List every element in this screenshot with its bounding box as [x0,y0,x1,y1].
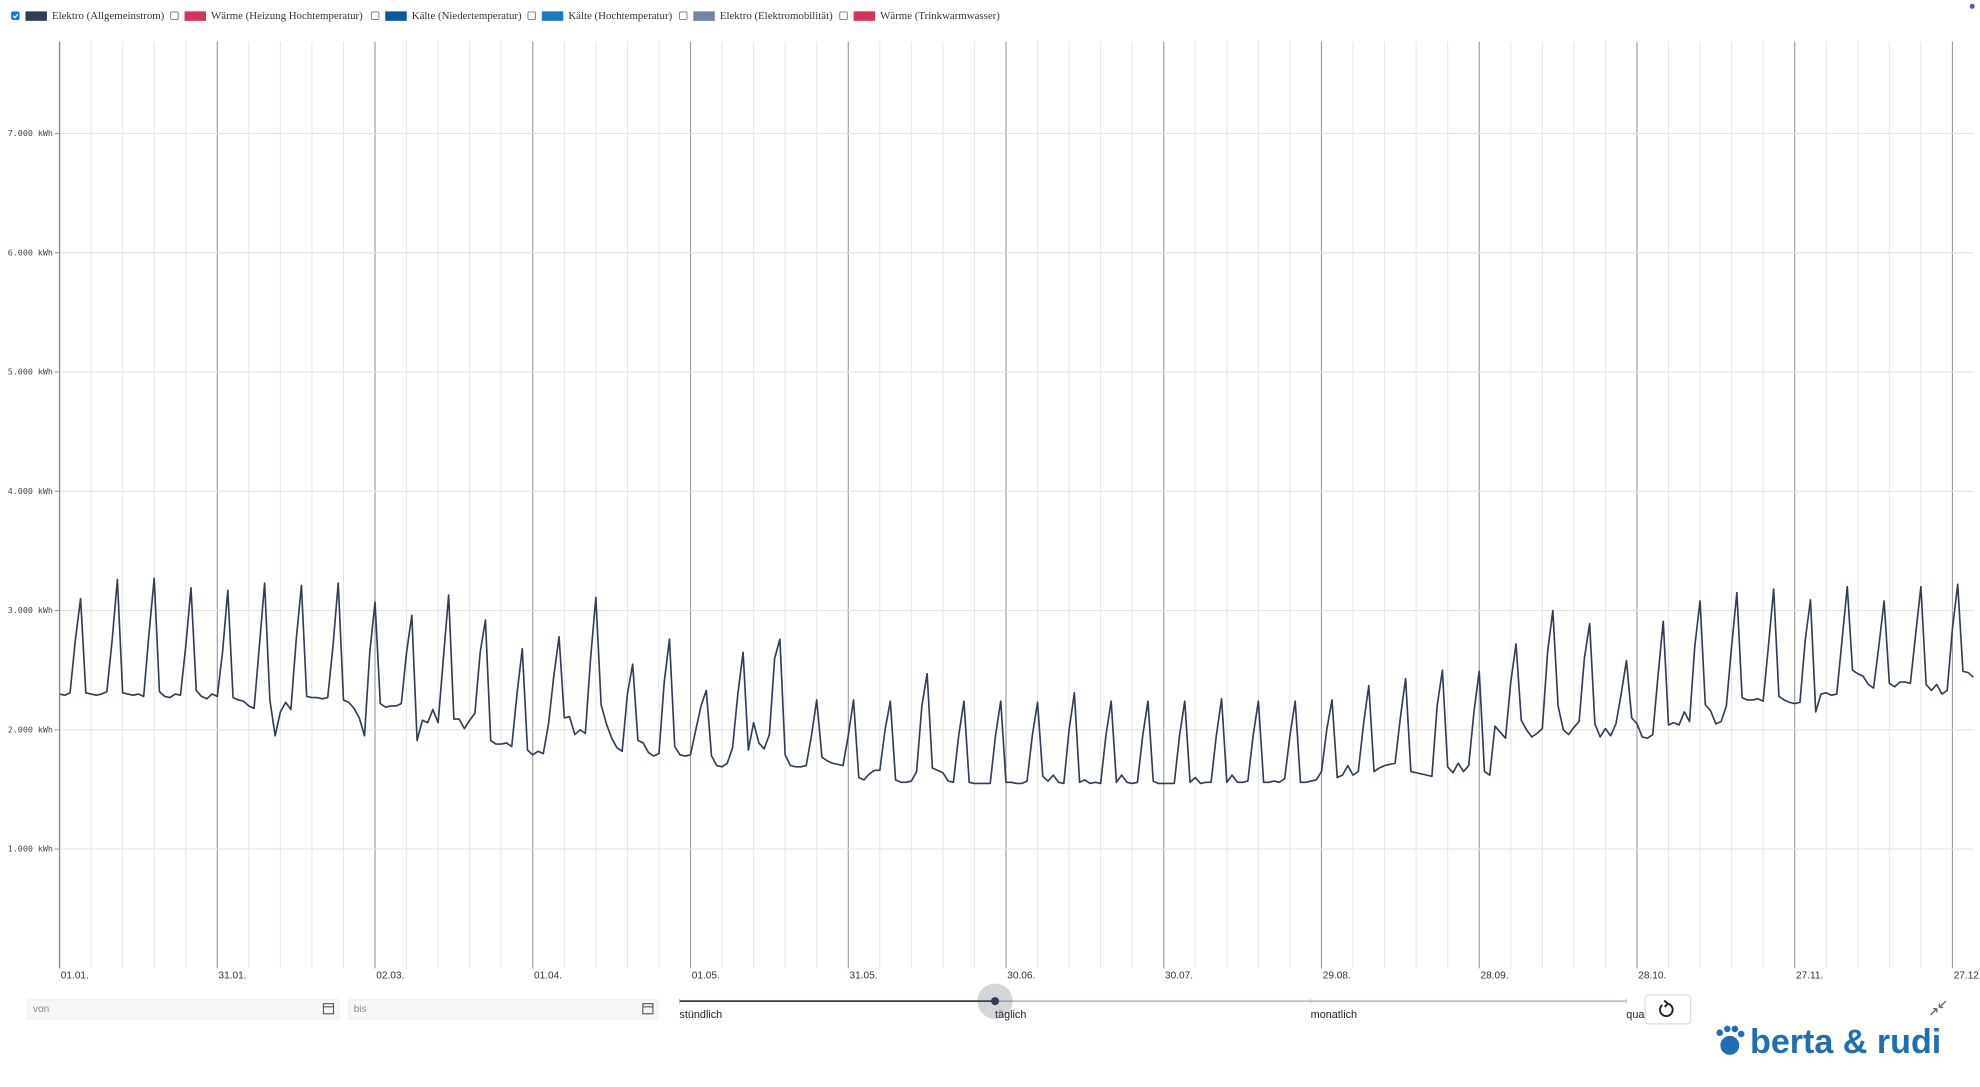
x-tick-label: 30.07. [1165,971,1193,982]
logo-paw [1720,1035,1740,1055]
y-tick-label: 4.000 kWh [8,486,53,496]
logo-paw [1724,1025,1731,1033]
calendar-icon[interactable] [322,1003,335,1015]
logo-text: berta & rudi [1750,1023,1941,1061]
legend-swatch [25,11,47,21]
x-tick-label: 28.09. [1480,971,1508,982]
x-tick-label: 30.06. [1007,971,1035,982]
y-tick-label: 5.000 kWh [8,367,53,377]
legend-swatch [693,11,715,21]
grid [58,41,1974,969]
placeholder: von [33,1004,49,1015]
input-box[interactable] [27,999,340,1020]
y-tick-label: 3.000 kWh [8,605,53,615]
checkbox[interactable] [170,11,179,21]
y-tick-label: 1.000 kWh [8,844,53,854]
placeholder: bis [354,1004,367,1015]
x-tick-label: 29.08. [1323,971,1351,982]
x-tick-label: 01.04. [534,971,562,982]
calendar-icon[interactable] [642,1003,654,1015]
legend: Elektro (Allgemeinstrom) Wärme (Heizung H… [11,10,1001,22]
collapse-button[interactable] [1930,1000,1947,1016]
to-input[interactable]: bis [348,999,659,1020]
collapse-icon[interactable] [1930,1000,1947,1016]
checkmark [12,13,19,19]
legend-item[interactable]: Elektro (Allgemeinstrom) [11,10,165,22]
legend-label: Kälte (Niedertemperatur) [412,10,522,22]
input-box[interactable] [348,999,659,1020]
legend-item[interactable]: Wärme (Heizung Hochtemperatur) [170,10,364,22]
x-tick-label: 28.10. [1638,971,1666,982]
legend-item[interactable]: Wärme (Trinkwarmwasser) [839,10,1001,22]
status-dot [1969,3,1975,9]
legend-label: Kälte (Hochtemperatur) [568,10,672,22]
slider-label[interactable]: quar [1626,1009,1648,1021]
checkbox[interactable] [527,11,536,21]
checkbox[interactable] [839,11,848,21]
checkbox[interactable] [678,11,688,21]
button[interactable] [1644,994,1692,1025]
x-tick-label: 01.05. [692,971,720,982]
series-line [59,577,1975,785]
legend-label: Elektro (Elektromobilität) [720,10,833,22]
x-tick-label: 31.01. [219,971,247,982]
slider-thumb[interactable] [991,997,1000,1006]
legend-item[interactable]: Kälte (Hochtemperatur) [527,10,673,22]
checkbox[interactable] [11,11,20,21]
logo: berta & rudi [1716,1023,1941,1061]
y-tick-label: 6.000 kWh [8,247,53,257]
granularity-slider[interactable]: stündlich täglich monatlich quar [678,983,1648,1021]
slider-label[interactable]: stündlich [679,1009,722,1021]
plot [59,577,1975,785]
y-tick-label: 2.000 kWh [8,724,53,734]
legend-swatch [853,11,876,21]
slider-label[interactable]: monatlich [1311,1009,1357,1021]
x-tick-label: 27.12. [1954,971,1980,982]
logo-paw [1731,1025,1739,1033]
logo-paw [1716,1029,1723,1036]
legend-label: Elektro (Allgemeinstrom) [52,10,165,22]
logo-paw [1737,1030,1745,1038]
x-tick-label: 01.01. [61,971,89,982]
checkbox[interactable] [370,11,380,21]
reset-button[interactable] [1644,994,1692,1025]
y-tick-label: 7.000 kWh [8,128,53,138]
legend-item[interactable]: Kälte (Niedertemperatur) [370,10,522,22]
x-tick-label: 27.11. [1796,971,1823,982]
legend-label: Wärme (Trinkwarmwasser) [880,10,1000,22]
slider-label[interactable]: täglich [995,1009,1026,1021]
legend-item[interactable]: Elektro (Elektromobilität) [678,10,833,22]
axis: 01.01. 31.01. 02.03. 01.04. 01.05. 31.05. 30.0… [8,41,1980,982]
legend-swatch [184,11,206,21]
reset-icon [1659,999,1674,1018]
x-tick-label: 31.05. [850,971,878,982]
legend-swatch [541,11,564,21]
legend-swatch [385,11,407,21]
legend-label: Wärme (Heizung Hochtemperatur) [211,10,363,22]
x-tick-label: 02.03. [376,971,404,982]
from-input[interactable]: von [27,999,340,1020]
